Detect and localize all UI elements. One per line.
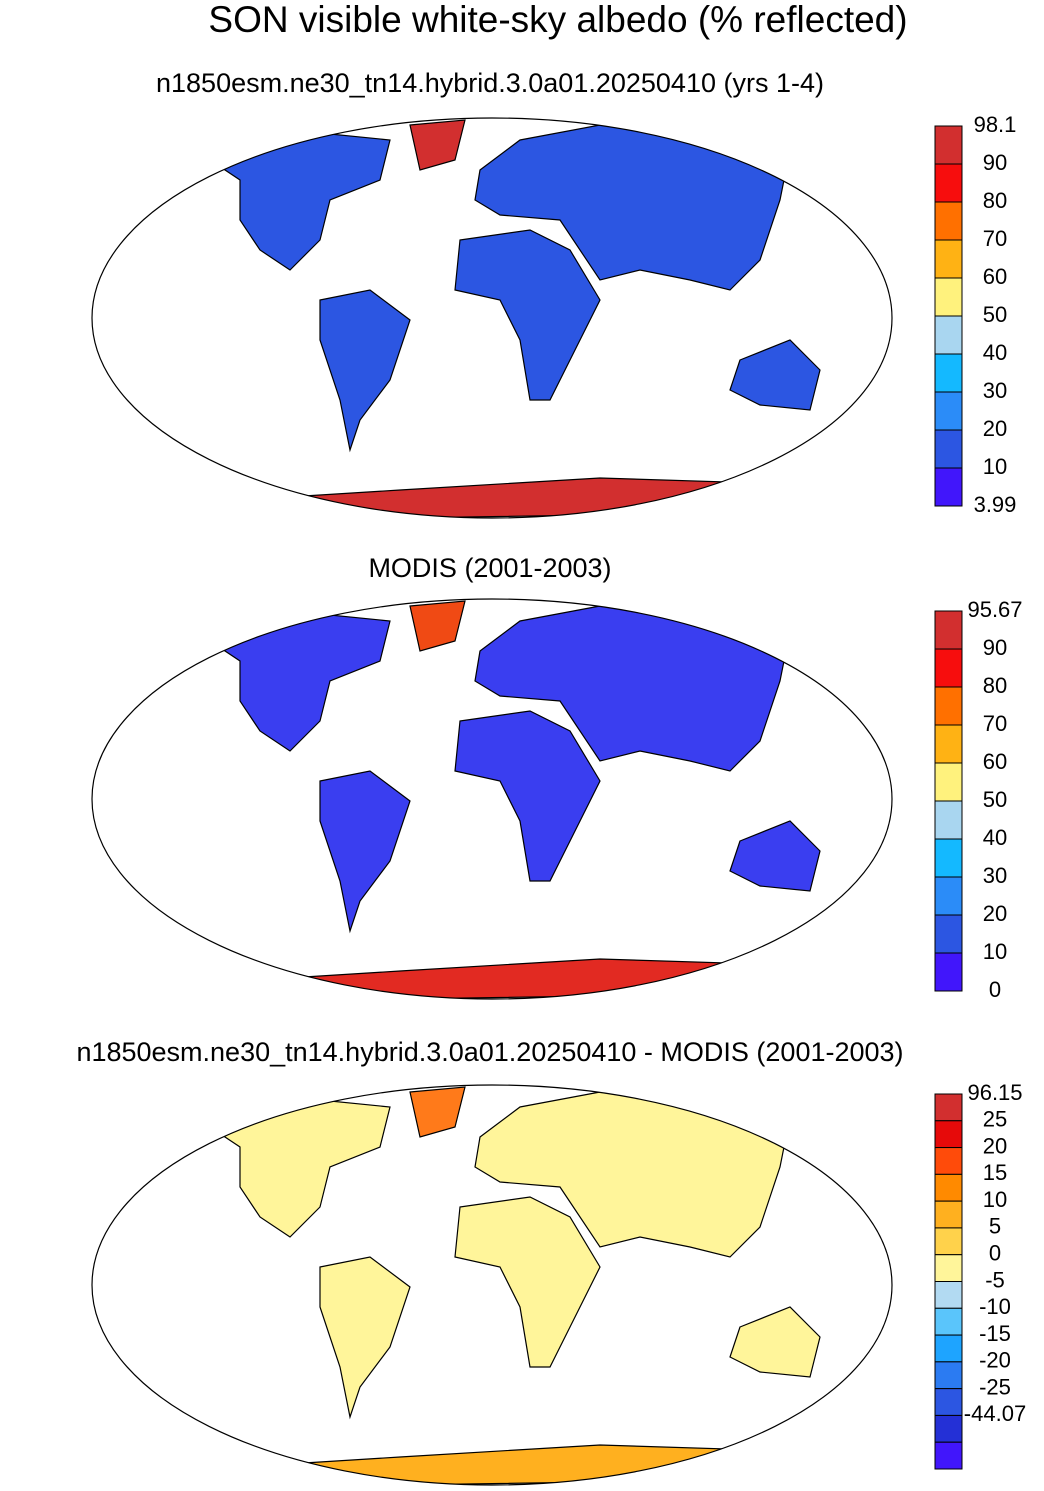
- colorbar-label: 60: [983, 264, 1007, 289]
- colorbar-label: -20: [979, 1348, 1011, 1373]
- colorbars: 98.19080706050403020103.9995.67908070605…: [934, 112, 1026, 1470]
- colorbar-label: 20: [983, 1133, 1007, 1158]
- panel-title: n1850esm.ne30_tn14.hybrid.3.0a01.2025041…: [156, 68, 824, 98]
- colorbar-label: 0: [989, 1241, 1001, 1266]
- colorbar-box: [934, 1173, 963, 1202]
- colorbar-box: [934, 1200, 963, 1229]
- main-title: SON visible white-sky albedo (% reflecte…: [208, 0, 907, 40]
- colorbar-box: [934, 838, 963, 878]
- colorbar-label: 60: [983, 749, 1007, 774]
- colorbar-label: -5: [985, 1267, 1005, 1292]
- colorbar-box: [934, 125, 963, 165]
- panel-title: n1850esm.ne30_tn14.hybrid.3.0a01.2025041…: [76, 1037, 903, 1067]
- colorbar-box: [934, 353, 963, 393]
- colorbar-box: [934, 429, 963, 469]
- colorbar-box: [934, 686, 963, 726]
- map: [91, 117, 893, 519]
- colorbar-box: [934, 1254, 963, 1282]
- colorbar-box: [934, 239, 963, 279]
- colorbar-label: -10: [979, 1294, 1011, 1319]
- colorbar-label: -25: [979, 1374, 1011, 1399]
- colorbar-label: 5: [989, 1214, 1001, 1239]
- colorbar-label: 98.1: [974, 112, 1017, 137]
- colorbar-box: [934, 391, 963, 431]
- colorbar-box: [934, 1388, 963, 1416]
- colorbar-label: 96.15: [967, 1080, 1022, 1105]
- colorbar-label: 0: [989, 977, 1001, 1002]
- colorbar-label: 20: [983, 901, 1007, 926]
- colorbar-box: [934, 1281, 963, 1309]
- map: [91, 1084, 893, 1486]
- colorbar-box: [934, 1441, 963, 1470]
- colorbar-box: [934, 1147, 963, 1175]
- colorbar-box: [934, 1361, 963, 1390]
- colorbar-box: [934, 914, 963, 954]
- colorbar-box: [934, 1307, 963, 1336]
- colorbar-label: 10: [983, 1187, 1007, 1212]
- colorbar-label: 30: [983, 378, 1007, 403]
- colorbar-label: 50: [983, 787, 1007, 812]
- colorbar-label: 90: [983, 635, 1007, 660]
- colorbar-label: 25: [983, 1107, 1007, 1132]
- colorbar-box: [934, 952, 963, 992]
- colorbar-box: [934, 1093, 963, 1122]
- colorbar-box: [934, 315, 963, 355]
- colorbar-box: [934, 724, 963, 764]
- colorbar-box: [934, 467, 963, 507]
- colorbar-box: [934, 610, 963, 650]
- map: [91, 598, 893, 1000]
- colorbar-box: [934, 800, 963, 840]
- colorbar-label: 10: [983, 454, 1007, 479]
- colorbar-label: 80: [983, 673, 1007, 698]
- colorbar-label: 70: [983, 226, 1007, 251]
- colorbar-label: 10: [983, 939, 1007, 964]
- colorbar-box: [934, 648, 963, 688]
- colorbar-box: [934, 1120, 963, 1149]
- colorbar-box: [934, 762, 963, 802]
- colorbar-box: [934, 201, 963, 241]
- colorbar-label: 70: [983, 711, 1007, 736]
- colorbar-label: 40: [983, 825, 1007, 850]
- colorbar-label: 3.99: [974, 492, 1017, 517]
- colorbar-label: 40: [983, 340, 1007, 365]
- colorbar-box: [934, 277, 963, 317]
- colorbar-label: -44.07: [964, 1401, 1026, 1426]
- colorbar-label: 90: [983, 150, 1007, 175]
- colorbar-box: [934, 163, 963, 203]
- colorbar-box: [934, 1334, 963, 1363]
- colorbar-label: 15: [983, 1160, 1007, 1185]
- colorbar-box: [934, 876, 963, 916]
- colorbar-label: 30: [983, 863, 1007, 888]
- colorbar-label: 20: [983, 416, 1007, 441]
- colorbar-label: 80: [983, 188, 1007, 213]
- panel-title: MODIS (2001-2003): [368, 553, 611, 583]
- colorbar-label: 50: [983, 302, 1007, 327]
- colorbar-box: [934, 1227, 963, 1256]
- colorbar-box: [934, 1414, 963, 1443]
- colorbar-label: 95.67: [967, 597, 1022, 622]
- colorbar-label: -15: [979, 1321, 1011, 1346]
